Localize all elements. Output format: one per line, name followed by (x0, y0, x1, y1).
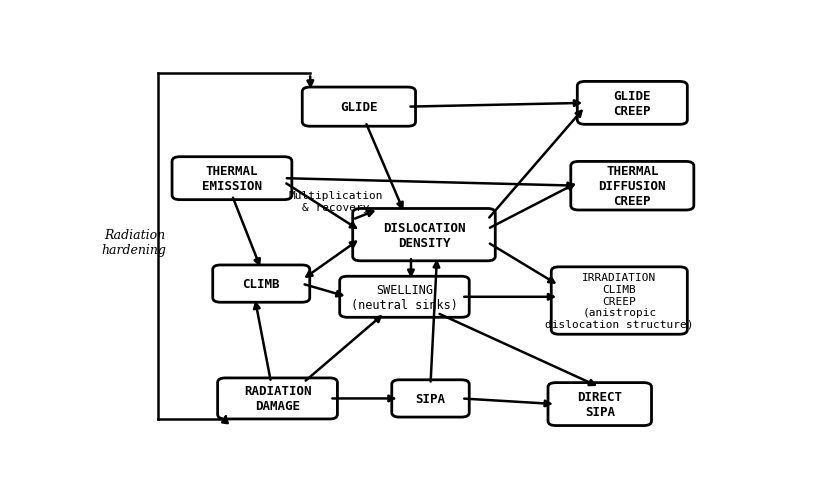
FancyBboxPatch shape (218, 378, 338, 419)
Text: THERMAL
DIFFUSION
CREEP: THERMAL DIFFUSION CREEP (599, 165, 666, 208)
FancyBboxPatch shape (302, 88, 416, 127)
Text: SIPA: SIPA (416, 392, 445, 405)
Text: GLIDE: GLIDE (340, 101, 378, 114)
FancyBboxPatch shape (353, 209, 496, 261)
FancyBboxPatch shape (548, 383, 652, 426)
Text: IRRADIATION
CLIMB
CREEP
(anistropic
dislocation structure): IRRADIATION CLIMB CREEP (anistropic disl… (545, 273, 694, 329)
Text: Multiplication
& recovery: Multiplication & recovery (289, 191, 383, 212)
Text: SWELLING
(neutral sinks): SWELLING (neutral sinks) (351, 283, 458, 311)
Text: THERMAL
EMISSION: THERMAL EMISSION (202, 165, 262, 193)
Text: GLIDE
CREEP: GLIDE CREEP (613, 90, 651, 118)
Text: Radiation
hardening: Radiation hardening (102, 229, 166, 257)
FancyBboxPatch shape (551, 267, 687, 335)
Text: DIRECT
SIPA: DIRECT SIPA (577, 390, 622, 418)
Text: DISLOCATION
DENSITY: DISLOCATION DENSITY (383, 221, 465, 249)
Text: CLIMB: CLIMB (243, 278, 280, 290)
FancyBboxPatch shape (577, 82, 687, 125)
FancyBboxPatch shape (213, 265, 310, 303)
Text: RADIATION
DAMAGE: RADIATION DAMAGE (244, 385, 312, 412)
FancyBboxPatch shape (391, 380, 470, 417)
FancyBboxPatch shape (339, 277, 470, 318)
FancyBboxPatch shape (571, 162, 694, 210)
FancyBboxPatch shape (172, 158, 291, 200)
